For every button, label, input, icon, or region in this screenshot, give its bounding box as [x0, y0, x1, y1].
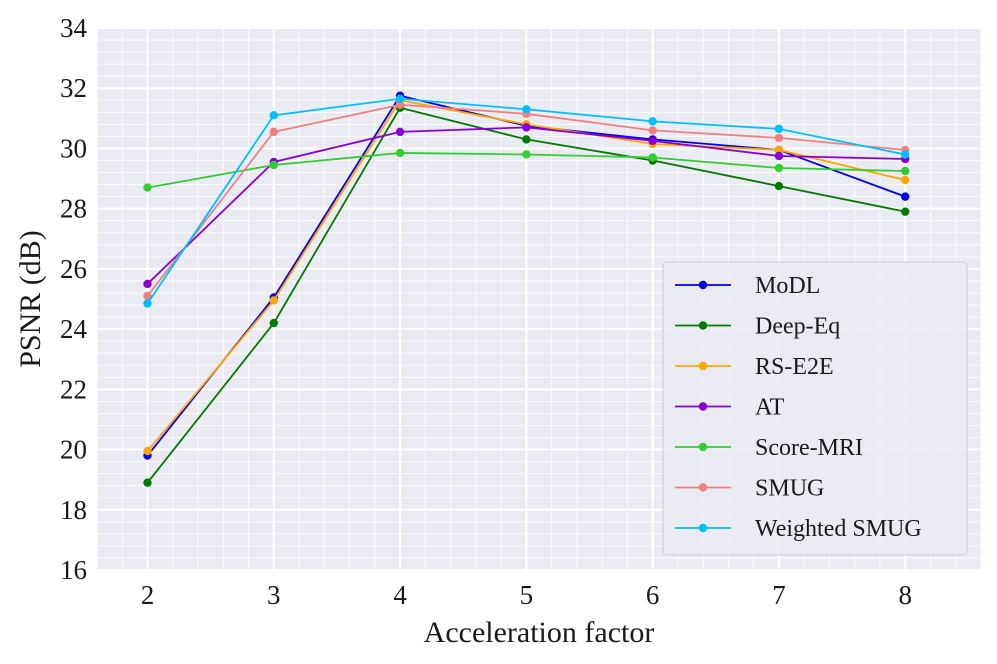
data-point: [522, 105, 531, 114]
series-weighted-smug: [143, 94, 910, 308]
data-point: [774, 151, 784, 161]
x-tick-label: 3: [267, 580, 281, 610]
x-tick-label: 7: [772, 580, 786, 610]
y-tick-label: 16: [60, 555, 87, 585]
x-tick-label: 2: [141, 580, 155, 610]
data-point: [395, 127, 405, 137]
legend-label: SMUG: [755, 476, 824, 502]
legend-marker: [698, 321, 708, 330]
legend-item: Score-MRI: [675, 435, 863, 461]
legend-marker: [698, 483, 708, 492]
data-point: [269, 296, 278, 305]
y-tick-label: 26: [60, 254, 87, 284]
data-point: [269, 127, 278, 137]
legend-item: AT: [675, 395, 785, 421]
data-point: [269, 111, 278, 120]
data-point: [901, 150, 910, 159]
data-point: [774, 124, 784, 134]
legend-label: Score-MRI: [755, 435, 863, 461]
legend: MoDL Deep-Eq RS-E2E AT Score-MRI SMUG Weighted…: [662, 261, 968, 556]
legend-marker: [698, 361, 708, 371]
y-tick-label: 32: [60, 73, 87, 103]
legend-marker: [698, 442, 708, 452]
data-point: [143, 183, 152, 192]
legend-item: MoDL: [675, 273, 820, 299]
data-point: [648, 117, 657, 126]
data-point: [143, 478, 152, 487]
y-tick-labels: 16 18 20 22 24 26 28 30 32 34: [60, 13, 88, 585]
y-tick-label: 24: [60, 314, 88, 344]
y-tick-label: 34: [60, 13, 88, 43]
legend-label: Deep-Eq: [755, 314, 840, 340]
y-tick-label: 20: [60, 435, 87, 465]
y-tick-label: 22: [60, 374, 87, 404]
legend-item: SMUG: [675, 476, 824, 502]
y-tick-label: 18: [60, 495, 87, 525]
x-tick-label: 5: [520, 580, 534, 610]
data-point: [143, 299, 152, 308]
legend-item: RS-E2E: [675, 354, 834, 380]
legend-item: Deep-Eq: [675, 314, 840, 340]
legend-box: [662, 261, 968, 556]
data-point: [269, 160, 278, 170]
data-point: [901, 166, 910, 176]
data-point: [395, 100, 405, 109]
data-point: [395, 148, 405, 158]
data-point: [901, 175, 910, 185]
data-point: [522, 123, 531, 132]
data-point: [774, 133, 784, 143]
x-tick-labels: 2 3 4 5 6 7 8: [141, 580, 912, 610]
data-point: [522, 135, 531, 144]
data-point: [774, 145, 784, 155]
series-layer: [143, 91, 910, 487]
legend-label: AT: [755, 395, 785, 421]
legend-marker: [698, 523, 708, 533]
data-point: [522, 150, 531, 159]
legend-marker: [698, 280, 708, 290]
data-point: [648, 136, 657, 146]
x-tick-label: 6: [646, 580, 660, 610]
x-tick-label: 4: [393, 580, 407, 610]
x-tick-label: 8: [898, 580, 912, 610]
y-tick-label: 28: [60, 194, 87, 224]
legend-label: MoDL: [755, 273, 820, 299]
data-point: [395, 94, 405, 103]
series-score-mri: [143, 148, 910, 192]
legend-label: RS-E2E: [755, 354, 834, 380]
data-point: [648, 153, 657, 162]
legend-marker: [698, 402, 708, 411]
data-point: [143, 446, 152, 456]
legend-item: Weighted SMUG: [675, 516, 922, 542]
data-point: [143, 291, 152, 301]
data-point: [269, 318, 278, 328]
data-point: [143, 279, 152, 289]
x-axis-label: Acceleration factor: [424, 616, 655, 649]
data-point: [648, 126, 657, 135]
y-tick-label: 30: [60, 133, 87, 163]
data-point: [774, 181, 784, 191]
data-point: [901, 192, 910, 201]
y-axis-label: PSNR (dB): [14, 230, 47, 368]
legend-label: Weighted SMUG: [755, 516, 922, 542]
data-point: [774, 163, 784, 173]
data-point: [901, 207, 910, 216]
